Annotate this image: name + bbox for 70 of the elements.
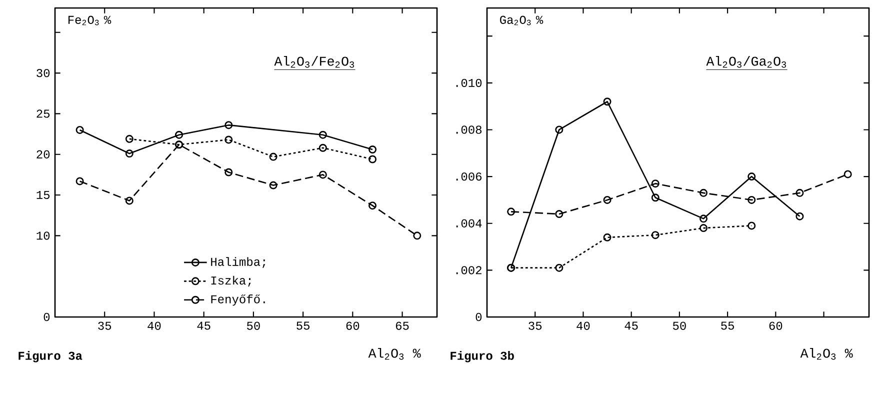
text: Figuro 3a: [18, 351, 82, 362]
point: [125, 196, 134, 205]
text: Al$_{2}$O$_{3}$/Fe$_{2}$O$_{3}$: [274, 56, 354, 68]
y-tick-label: .006: [456, 172, 482, 181]
point: [76, 177, 84, 186]
y-tick-label: .002: [456, 266, 482, 274]
point: [269, 181, 278, 190]
x-tick-label: 55: [721, 322, 734, 330]
point: [368, 155, 377, 164]
y-axis-title: Ga$_{2}$O$_{3}$ %: [500, 16, 544, 26]
y-tick-label: .008: [456, 126, 482, 134]
point: [555, 210, 564, 218]
x-tick-label: 40: [148, 322, 161, 330]
y-tick-label: 30: [36, 68, 50, 78]
x-tick-label: 60: [769, 322, 782, 330]
point: [603, 98, 612, 106]
x-tick-label: 50: [246, 322, 260, 330]
legend-label: Halimba;: [211, 257, 266, 268]
point: [748, 172, 756, 181]
x-tick-label: 35: [528, 322, 542, 330]
y-tick-label: 25: [36, 110, 50, 118]
point: [318, 144, 327, 152]
point: [125, 150, 134, 158]
legend-label: Iszka;: [211, 276, 251, 287]
point: [368, 202, 377, 210]
point: [224, 121, 233, 130]
point: [224, 136, 233, 144]
point: [651, 231, 660, 240]
point: [603, 196, 612, 204]
text: Figuro 3b: [450, 351, 514, 362]
point: [603, 233, 612, 242]
y-tick-label: .004: [456, 219, 482, 228]
y-tick-label: .010: [456, 78, 482, 87]
point: [651, 194, 660, 202]
point: [651, 180, 660, 188]
x-tick-label: 35: [98, 322, 112, 330]
x-axis-title: Al$_{2}$O$_{3}$ %: [800, 348, 853, 360]
x-tick-label: 60: [346, 322, 360, 330]
x-tick-label: 55: [296, 322, 310, 330]
point: [413, 232, 422, 240]
point: [700, 188, 708, 197]
point: [844, 170, 852, 178]
y-tick-label: 20: [36, 150, 50, 158]
point: [224, 168, 233, 176]
point: [318, 170, 327, 179]
point: [700, 224, 708, 232]
point: [796, 188, 804, 197]
x-tick-label: 45: [197, 322, 210, 330]
x-axis-title: Al$_{2}$O$_{3}$ %: [368, 348, 421, 360]
point: [748, 222, 756, 230]
text: Al$_{2}$O$_{3}$/Ga$_{2}$O$_{3}$: [706, 56, 786, 68]
x-tick-label: 65: [396, 322, 409, 330]
y-tick-label: 0: [44, 312, 50, 322]
x-tick-label: 40: [576, 322, 590, 330]
y-tick-label: 10: [36, 232, 50, 240]
legend-label: Fenyőfő.: [211, 294, 265, 306]
point: [125, 134, 134, 143]
y-tick-label: 0: [476, 312, 482, 322]
x-tick-label: 45: [624, 322, 638, 330]
point: [700, 214, 708, 223]
point: [507, 208, 516, 216]
y-tick-label: 15: [36, 191, 50, 200]
y-axis-title: Fe$_{2}$O$_{3}$ %: [68, 16, 112, 26]
point: [318, 130, 327, 139]
point: [748, 196, 756, 204]
point: [269, 152, 278, 161]
point: [555, 264, 564, 272]
point: [175, 130, 184, 139]
x-tick-label: 50: [673, 322, 686, 330]
point: [555, 126, 564, 134]
